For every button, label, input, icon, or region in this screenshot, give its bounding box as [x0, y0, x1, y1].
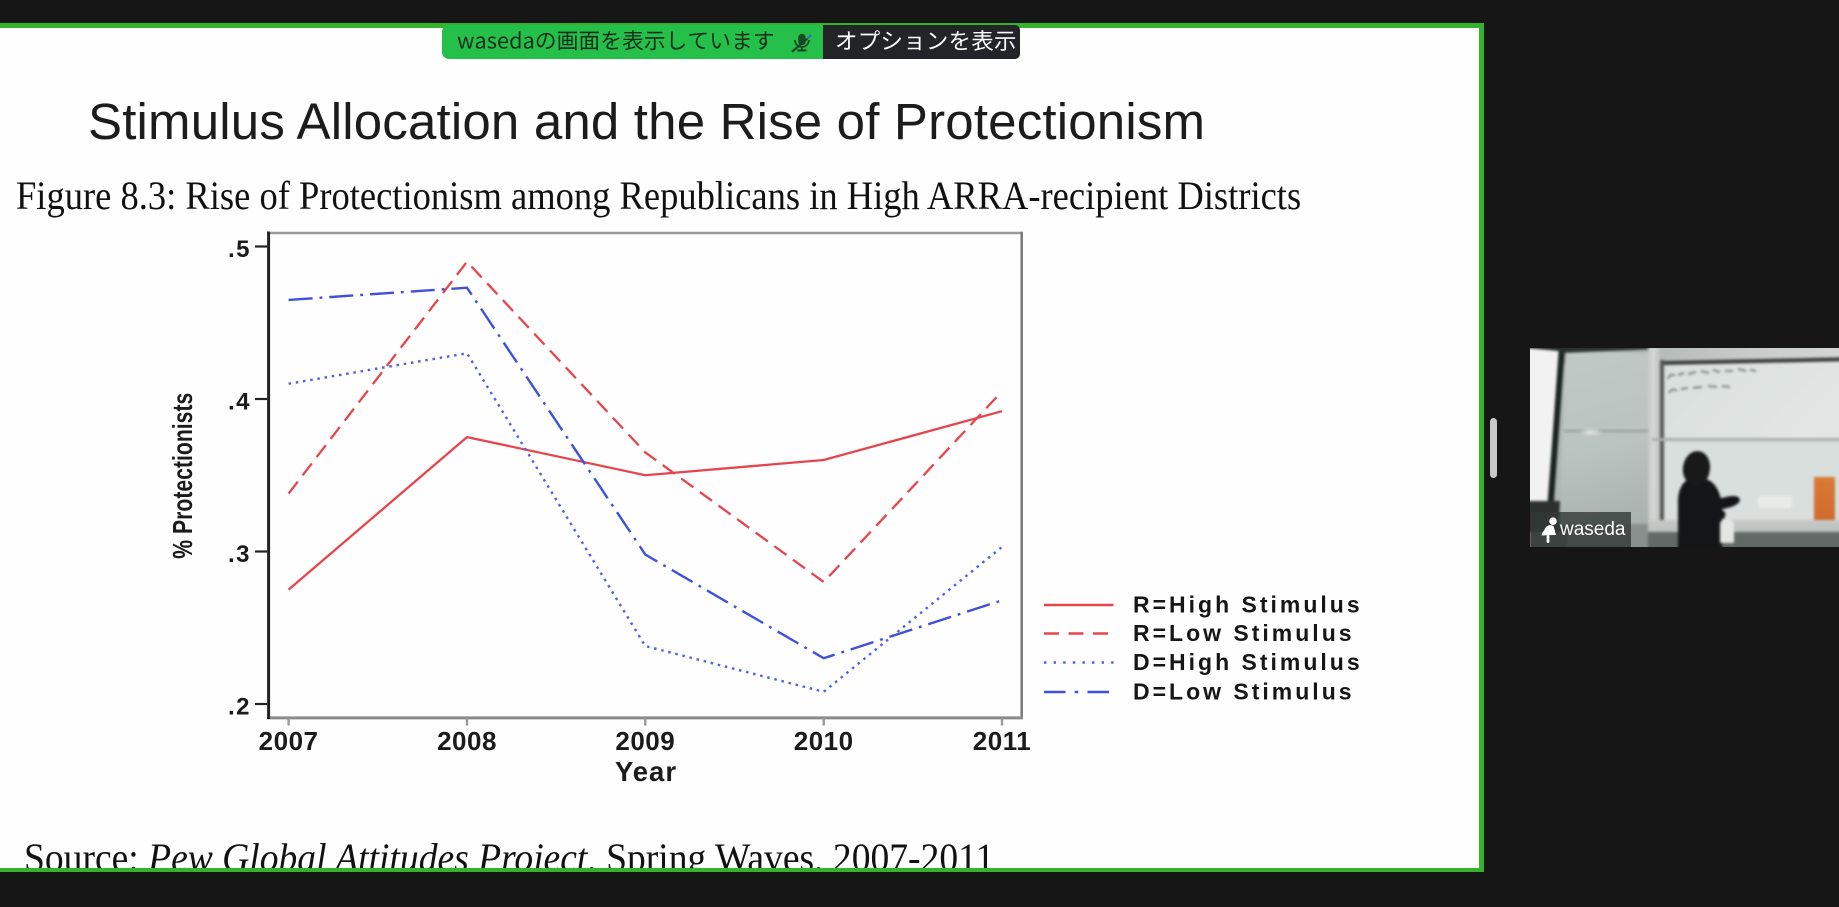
svg-text:Year: Year — [615, 756, 677, 787]
svg-text:% Protectionists: % Protectionists — [167, 393, 198, 559]
svg-text:.3: .3 — [228, 541, 251, 568]
svg-text:D=Low Stimulus: D=Low Stimulus — [1133, 679, 1355, 705]
svg-text:R=Low Stimulus: R=Low Stimulus — [1133, 620, 1355, 646]
svg-text:2011: 2011 — [973, 726, 1031, 756]
svg-text:2010: 2010 — [794, 726, 854, 756]
svg-text:.5: .5 — [228, 236, 251, 263]
svg-text:2007: 2007 — [259, 726, 319, 756]
svg-text:2009: 2009 — [615, 726, 675, 756]
svg-text:2008: 2008 — [437, 726, 497, 756]
svg-text:.2: .2 — [228, 694, 251, 721]
svg-text:.4: .4 — [228, 389, 251, 416]
svg-text:R=High Stimulus: R=High Stimulus — [1133, 592, 1363, 618]
svg-text:D=High Stimulus: D=High Stimulus — [1133, 649, 1363, 675]
